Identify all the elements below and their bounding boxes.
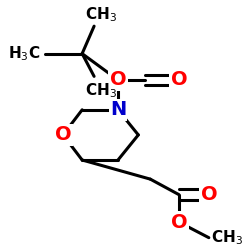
Text: CH$_3$: CH$_3$ bbox=[85, 81, 117, 100]
Text: O: O bbox=[110, 70, 126, 90]
Text: N: N bbox=[110, 100, 126, 119]
Text: H$_3$C: H$_3$C bbox=[8, 44, 40, 63]
Text: CH$_3$: CH$_3$ bbox=[211, 228, 243, 247]
Text: CH$_3$: CH$_3$ bbox=[85, 5, 117, 24]
Text: O: O bbox=[171, 213, 187, 232]
Text: O: O bbox=[170, 70, 187, 90]
Text: O: O bbox=[200, 185, 217, 204]
Text: O: O bbox=[55, 126, 71, 144]
